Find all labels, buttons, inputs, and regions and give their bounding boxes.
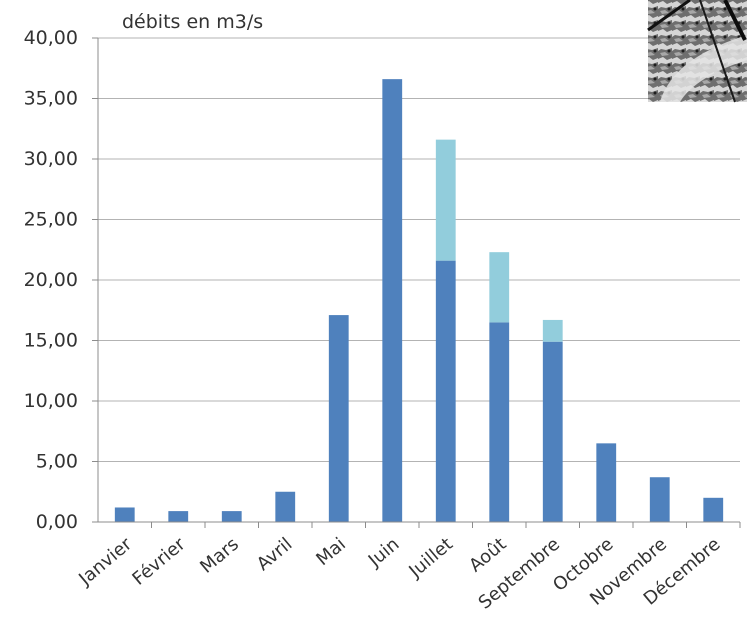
bar-février-series-1 [168, 511, 189, 522]
x-tick-label: Août [465, 534, 510, 577]
y-axis-unit-label: débits en m3/s [122, 11, 263, 33]
bar-avril-series-1 [275, 491, 296, 522]
y-tick-label: 15,00 [24, 330, 78, 352]
gridlines [98, 37, 740, 462]
y-tick-label: 40,00 [24, 27, 78, 49]
bar-juin-series-1 [382, 79, 403, 522]
x-tick-label: Janvier [74, 533, 136, 590]
bar-septembre-series-1 [542, 341, 563, 522]
x-tick-label: Juillet [405, 534, 457, 583]
y-tick-label: 25,00 [24, 209, 78, 231]
axes [92, 37, 741, 528]
bar-septembre-series-2 [542, 319, 563, 342]
x-tick-label: Février [128, 533, 189, 589]
y-tick-label: 0,00 [36, 511, 78, 533]
bar-décembre-series-1 [703, 497, 724, 522]
bar-juillet-series-2 [435, 139, 456, 261]
bar-mai-series-1 [328, 315, 349, 522]
bar-août-series-1 [489, 322, 510, 522]
bar-août-series-2 [489, 252, 510, 323]
x-tick-label: Juin [364, 534, 404, 572]
y-tick-label: 20,00 [24, 269, 78, 291]
x-tick-label: Avril [253, 534, 297, 575]
y-tick-labels: 0,00 5,00 10,00 15,00 20,00 25,00 30,00 35,00 40… [24, 27, 78, 533]
y-tick-label: 30,00 [24, 148, 78, 170]
bar-janvier-series-1 [114, 507, 135, 522]
bar-novembre-series-1 [649, 477, 670, 522]
y-tick-label: 5,00 [36, 451, 78, 473]
bar-juillet-series-1 [435, 260, 456, 522]
x-tick-label: Mai [312, 534, 350, 570]
x-tick-label: Mars [196, 534, 243, 578]
y-tick-label: 35,00 [24, 88, 78, 110]
bar-octobre-series-1 [596, 443, 617, 522]
y-tick-label: 10,00 [24, 390, 78, 412]
bars [114, 79, 724, 522]
river-photo-icon [647, 0, 747, 103]
bar-mars-series-1 [221, 511, 242, 522]
